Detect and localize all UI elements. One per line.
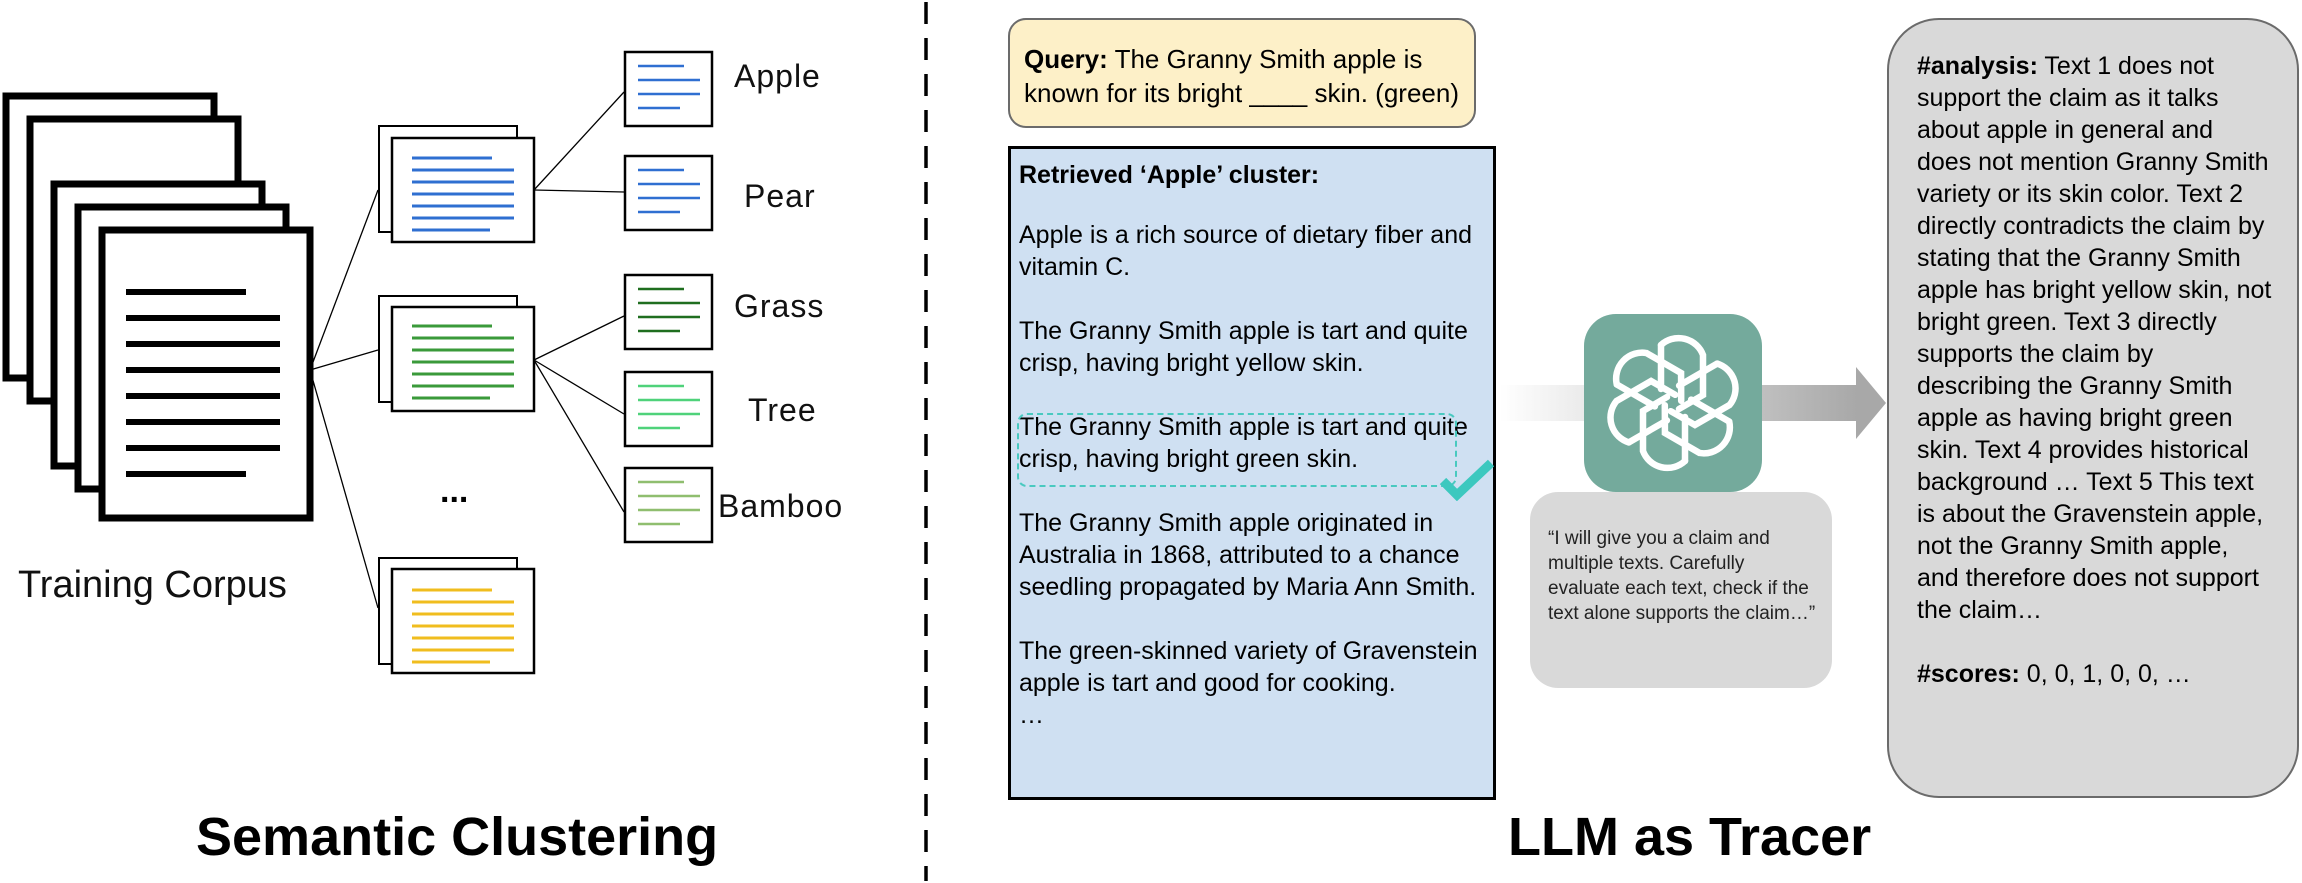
instruction-prompt-bubble: “I will give you a claim and multiple te… bbox=[1530, 492, 1832, 688]
analysis-text: Text 1 does not support the claim as it … bbox=[1917, 52, 2272, 624]
semantic-clustering-title: Semantic Clustering bbox=[196, 807, 719, 867]
checkmark-icon bbox=[1439, 459, 1495, 501]
analysis-output-box: #analysis: Text 1 does not support the c… bbox=[1887, 18, 2299, 798]
yellow-cluster-group bbox=[378, 557, 536, 675]
llm-as-tracer-title: LLM as Tracer bbox=[1508, 807, 1872, 867]
leaf-doc-apple bbox=[623, 50, 714, 128]
leaf-label-bamboo: Bamboo bbox=[718, 488, 844, 524]
leaf-doc-tree bbox=[623, 370, 714, 448]
leaf-doc-grass bbox=[623, 273, 714, 351]
leaf-doc-bamboo bbox=[623, 466, 714, 544]
openai-logo-icon bbox=[1584, 334, 1762, 492]
leaf-label-pear: Pear bbox=[744, 178, 816, 214]
query-box: Query: The Granny Smith apple is known f… bbox=[1008, 18, 1476, 128]
query-label: Query: bbox=[1024, 44, 1108, 74]
cluster-text-5: The green-skinned variety of Gravenstein… bbox=[1019, 637, 1478, 697]
openai-logo-tile bbox=[1584, 314, 1762, 492]
leaf-doc-pear bbox=[623, 154, 714, 232]
clustering-diagram bbox=[2, 50, 714, 675]
blue-cluster-group bbox=[378, 125, 536, 244]
scores-label: #scores: bbox=[1917, 660, 2020, 688]
green-cluster-group bbox=[378, 295, 536, 413]
retrieved-cluster-box: Retrieved ‘Apple’ cluster: Apple is a ri… bbox=[1008, 146, 1496, 800]
leaf-label-tree: Tree bbox=[748, 392, 817, 428]
cluster-text-1: Apple is a rich source of dietary fiber … bbox=[1019, 221, 1473, 281]
cluster-more-ellipsis: … bbox=[1019, 701, 1044, 729]
cluster-title: Retrieved ‘Apple’ cluster: bbox=[1019, 161, 1320, 189]
scores-values: 0, 0, 1, 0, 0, … bbox=[2019, 660, 2191, 688]
section-divider bbox=[924, 2, 928, 881]
leaf-label-apple: Apple bbox=[734, 58, 821, 94]
scores-paragraph: #scores: 0, 0, 1, 0, 0, … bbox=[1917, 658, 2273, 690]
tree-connectors bbox=[309, 91, 625, 609]
leaf-label-grass: Grass bbox=[734, 288, 825, 324]
corpus-text-lines bbox=[126, 289, 280, 477]
analysis-label: #analysis: bbox=[1917, 52, 2038, 80]
corpus-document-stack bbox=[2, 92, 314, 522]
cluster-text-3: The Granny Smith apple is tart and quite… bbox=[1019, 413, 1468, 473]
supporting-text-highlight bbox=[1017, 413, 1457, 487]
cluster-text-4: The Granny Smith apple originated in Aus… bbox=[1019, 509, 1477, 601]
cluster-text-2: The Granny Smith apple is tart and quite… bbox=[1019, 317, 1468, 377]
training-corpus-label: Training Corpus bbox=[18, 564, 287, 606]
more-clusters-ellipsis: ... bbox=[440, 472, 469, 510]
analysis-paragraph: #analysis: Text 1 does not support the c… bbox=[1917, 50, 2273, 626]
query-text: The Granny Smith apple is known for its … bbox=[1024, 44, 1459, 108]
